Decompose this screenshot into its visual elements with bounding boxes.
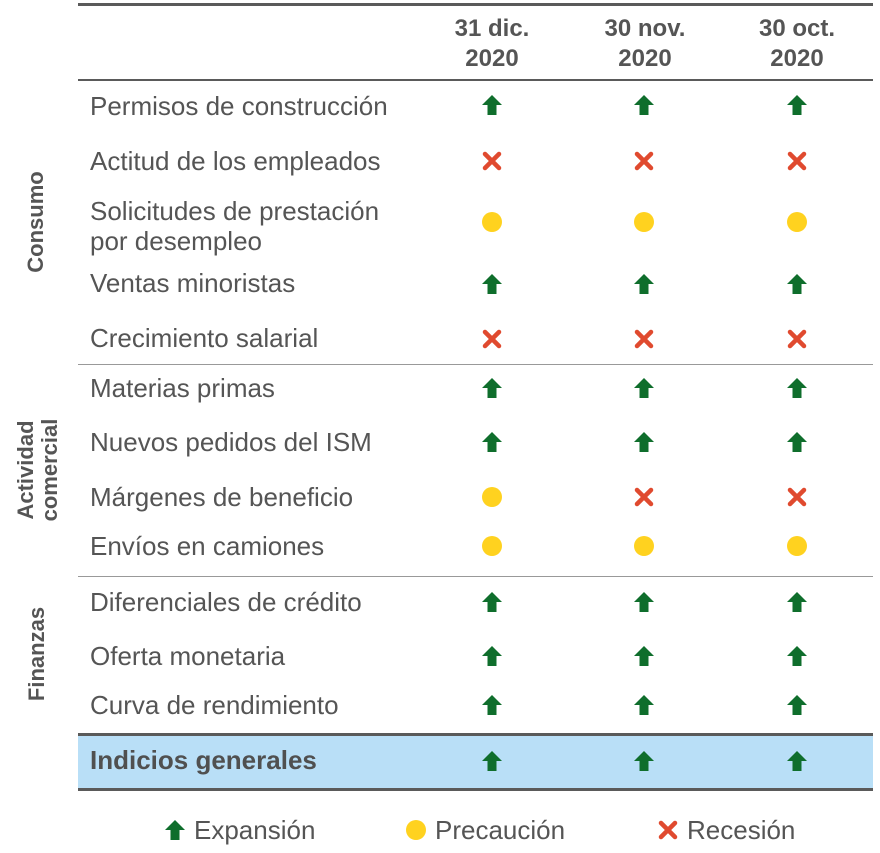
arrow-up-icon	[479, 748, 505, 774]
legend-recesion: Recesión	[655, 812, 795, 845]
header-rule	[78, 79, 873, 81]
arrow-up-icon	[631, 589, 657, 615]
arrow-up-icon	[784, 589, 810, 615]
row-label: Materias primas	[90, 373, 275, 403]
circle-icon	[631, 209, 657, 235]
arrow-up-icon	[631, 692, 657, 718]
summary-highlight	[78, 735, 873, 788]
divider-consumo	[78, 364, 873, 365]
arrow-up-icon	[784, 748, 810, 774]
x-icon	[631, 148, 657, 174]
arrow-up-icon	[631, 643, 657, 669]
arrow-up-icon	[784, 429, 810, 455]
x-icon	[479, 326, 505, 352]
arrow-up-icon	[479, 92, 505, 118]
legend-precaucion: Precaución	[403, 812, 565, 845]
top-rule	[78, 3, 873, 6]
row-label: Permisos de construcción	[90, 91, 388, 121]
summary-top-rule	[78, 733, 873, 736]
arrow-up-icon	[479, 589, 505, 615]
circle-icon	[784, 209, 810, 235]
x-icon	[784, 484, 810, 510]
arrow-up-icon	[479, 643, 505, 669]
circle-icon	[479, 209, 505, 235]
arrow-up-icon	[479, 271, 505, 297]
circle-icon	[479, 484, 505, 510]
arrow-up-icon	[479, 429, 505, 455]
arrow-up-icon	[784, 692, 810, 718]
row-label: Crecimiento salarial	[90, 323, 319, 353]
group-label-consumo: Consumo	[23, 171, 48, 273]
arrow-up-icon	[631, 92, 657, 118]
row-label: Diferenciales de crédito	[90, 587, 362, 617]
circle-icon	[403, 817, 429, 843]
arrow-up-icon	[631, 429, 657, 455]
row-label: Ventas minoristas	[90, 268, 296, 298]
group-label-actividad: Actividad comercial	[13, 418, 62, 522]
arrow-up-icon	[784, 92, 810, 118]
row-label: Actitud de los empleados	[90, 146, 381, 176]
arrow-up-icon	[784, 375, 810, 401]
x-icon	[655, 817, 681, 843]
arrow-up-icon	[631, 748, 657, 774]
group-label-finanzas: Finanzas	[24, 606, 49, 702]
column-header-dec: 31 dic. 2020	[454, 15, 530, 72]
row-label: Nuevos pedidos del ISM	[90, 427, 372, 457]
x-icon	[479, 148, 505, 174]
x-icon	[631, 484, 657, 510]
row-label: Oferta monetaria	[90, 641, 286, 671]
circle-icon	[784, 533, 810, 559]
arrow-up-icon	[631, 271, 657, 297]
row-label: Curva de rendimiento	[90, 690, 339, 720]
circle-icon	[479, 533, 505, 559]
x-icon	[784, 326, 810, 352]
arrow-up-icon	[479, 692, 505, 718]
row-label: Solicitudes de prestación por desempleo	[90, 196, 380, 256]
arrow-up-icon	[631, 375, 657, 401]
divider-actividad	[78, 576, 873, 577]
arrow-up-icon	[784, 271, 810, 297]
summary-label: Indicios generales	[90, 745, 317, 775]
arrow-up-icon	[479, 375, 505, 401]
x-icon	[784, 148, 810, 174]
column-header-nov: 30 nov. 2020	[604, 15, 686, 72]
x-icon	[631, 326, 657, 352]
arrow-up-icon	[162, 817, 188, 843]
row-label: Envíos en camiones	[90, 531, 325, 561]
arrow-up-icon	[784, 643, 810, 669]
column-header-oct: 30 oct. 2020	[758, 15, 836, 72]
circle-icon	[631, 533, 657, 559]
summary-bottom-rule	[78, 788, 873, 791]
legend-expansion: Expansión	[162, 812, 315, 845]
row-label: Márgenes de beneficio	[90, 482, 354, 512]
